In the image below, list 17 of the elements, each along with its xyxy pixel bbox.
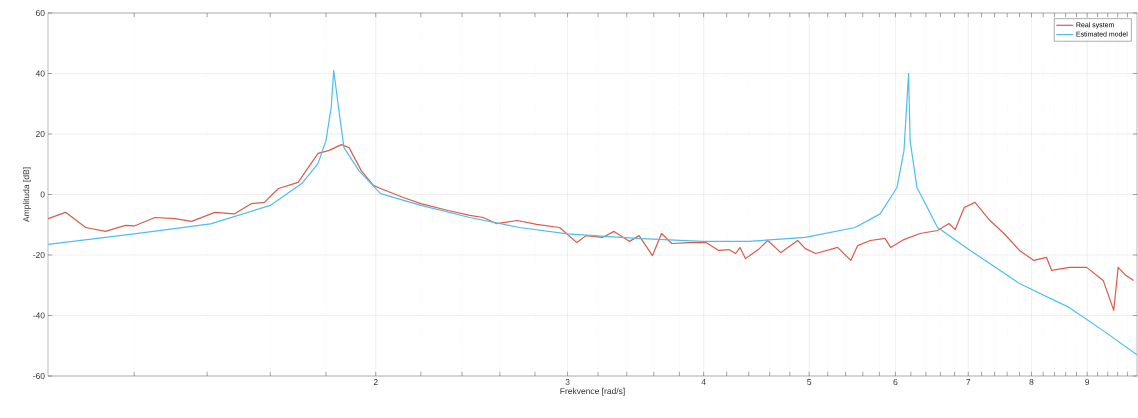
x-tick-label: 5 (807, 379, 812, 385)
y-tick-label: 40 (35, 70, 45, 77)
y-tick-label: -40 (33, 312, 45, 319)
y-tick-label: -20 (33, 252, 45, 258)
y-tick-label: 20 (35, 131, 45, 137)
y-tick-label: 0 (40, 191, 45, 198)
x-tick-label: 9 (1085, 379, 1090, 386)
y-axis-title: Amplituda [dB] (22, 167, 31, 223)
y-tick-label: 60 (36, 10, 45, 16)
x-axis-title: Frekvence [rad/s] (560, 387, 625, 396)
x-tick-label: 2 (373, 379, 378, 385)
x-tick-label: 8 (1029, 379, 1034, 386)
y-tick-label: -60 (33, 373, 45, 379)
x-tick-label: 6 (893, 379, 898, 386)
x-tick-label: 7 (966, 379, 971, 385)
x-tick-label: 4 (701, 379, 706, 385)
x-tick-label: 3 (565, 379, 570, 386)
